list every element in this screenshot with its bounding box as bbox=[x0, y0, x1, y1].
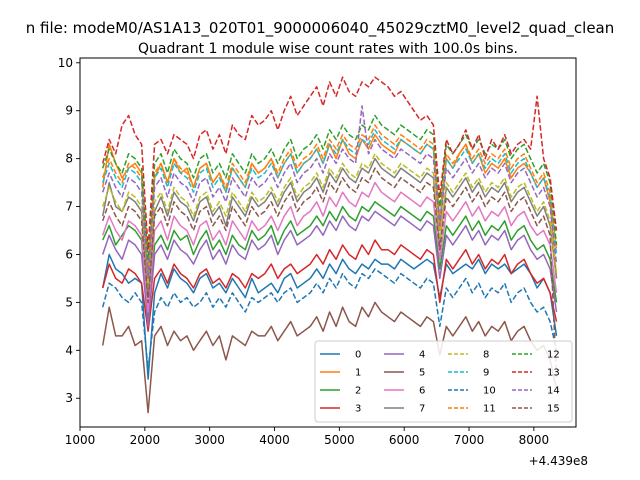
legend-label: 12 bbox=[547, 350, 560, 361]
series-line-3 bbox=[101, 239, 558, 332]
series-line-5 bbox=[101, 301, 558, 414]
legend-label: 4 bbox=[419, 350, 425, 361]
legend-label: 1 bbox=[355, 368, 361, 379]
legend-label: 15 bbox=[547, 404, 560, 415]
y-tick-label: 5 bbox=[65, 295, 73, 309]
x-tick-label: 3000 bbox=[194, 433, 225, 447]
legend-label: 0 bbox=[355, 350, 361, 361]
legend-label: 11 bbox=[483, 404, 496, 415]
axes: 1000 2000 3000 4000 5000 6000 7000 8000 3 4 5 6 7 8 9 1… bbox=[58, 56, 577, 447]
series-line-2 bbox=[102, 201, 558, 323]
x-tick-label: 2000 bbox=[130, 433, 161, 447]
x-tick-label: 8000 bbox=[519, 433, 550, 447]
legend-label: 6 bbox=[419, 386, 425, 397]
series-line-6 bbox=[101, 181, 558, 313]
series-line-14 bbox=[101, 105, 558, 280]
y-tick-label: 6 bbox=[65, 247, 73, 261]
x-tick-label: 5000 bbox=[324, 433, 355, 447]
x-tick-label: 4000 bbox=[259, 433, 290, 447]
chart-title: Quadrant 1 module wise count rates with … bbox=[138, 41, 518, 57]
series-line-11 bbox=[101, 124, 558, 270]
legend-label: 9 bbox=[483, 368, 489, 379]
plot-frame bbox=[79, 57, 577, 428]
legend-label: 14 bbox=[547, 386, 560, 397]
x-tick-label: 7000 bbox=[454, 433, 485, 447]
legend-label: 13 bbox=[547, 368, 560, 379]
legend-label: 7 bbox=[419, 404, 425, 415]
series-line-8 bbox=[101, 153, 558, 289]
legend-frame bbox=[314, 340, 573, 423]
x-offset-label: +4.439e8 bbox=[529, 454, 588, 468]
legend-label: 5 bbox=[419, 368, 425, 379]
y-tick-label: 10 bbox=[58, 56, 73, 70]
x-tick-label: 1000 bbox=[65, 433, 96, 447]
x-tick-label: 6000 bbox=[389, 433, 420, 447]
series-line-13 bbox=[101, 76, 558, 251]
series-line-9 bbox=[101, 129, 558, 275]
y-tick-label: 3 bbox=[65, 391, 73, 405]
series-line-15 bbox=[101, 167, 558, 380]
figure-suptitle: n file: modeM0/AS1A13_020T01_9000006040_… bbox=[26, 19, 615, 38]
legend-label: 8 bbox=[483, 350, 489, 361]
y-tick-label: 8 bbox=[65, 152, 73, 166]
y-tick-label: 4 bbox=[65, 343, 73, 357]
series-line-7 bbox=[101, 157, 558, 299]
y-tick-label: 7 bbox=[65, 200, 73, 214]
series-line-10 bbox=[101, 268, 558, 371]
y-tick-label: 9 bbox=[65, 104, 73, 118]
legend-label: 3 bbox=[355, 404, 361, 415]
series-line-0 bbox=[101, 253, 558, 380]
legend-label: 2 bbox=[355, 386, 361, 397]
series-line-4 bbox=[101, 210, 558, 328]
legend-label: 10 bbox=[483, 386, 496, 397]
